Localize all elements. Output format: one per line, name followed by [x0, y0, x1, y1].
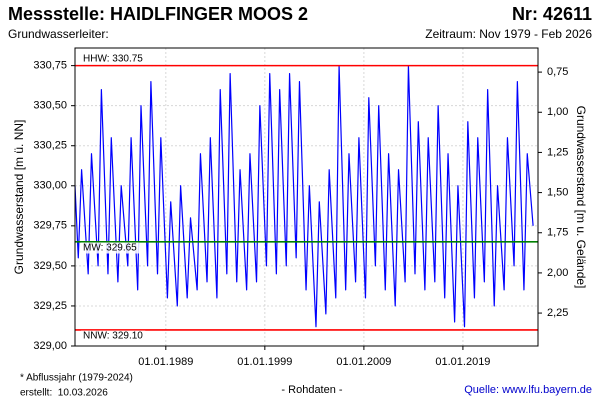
y-tick-label: 329,50	[33, 260, 67, 272]
reference-label-bg	[81, 53, 146, 65]
y-tick-label: 329,75	[33, 220, 67, 232]
y-tick-label: 330,00	[33, 180, 67, 192]
data-line	[74, 65, 534, 328]
created-date: erstellt: 10.03.2026	[20, 388, 108, 399]
chart-title: Messstelle: HAIDLFINGER MOOS 2	[8, 4, 308, 24]
x-tick-label: 01.01.2019	[435, 356, 490, 368]
x-tick-label: 01.01.1989	[138, 356, 193, 368]
footnote: * Abflussjahr (1979-2024)	[20, 373, 133, 384]
reference-label: MW: 329.65	[83, 243, 137, 254]
station-number: Nr: 42611	[512, 4, 592, 24]
y2-tick-label: 1,00	[547, 106, 568, 118]
y-tick-label: 330,75	[33, 60, 67, 72]
y2-tick-label: 1,25	[547, 146, 568, 158]
y-tick-label: 330,50	[33, 100, 67, 112]
y2-tick-label: 0,75	[547, 66, 568, 78]
y-axis-title: Grundwasserstand [m ü. NN]	[12, 120, 26, 275]
y-tick-label: 329,00	[33, 340, 67, 352]
y2-tick-label: 1,50	[547, 186, 568, 198]
reference-label: HHW: 330.75	[83, 53, 143, 64]
raw-data-note: - Rohdaten -	[281, 384, 342, 396]
reference-label: NNW: 329.10	[83, 331, 143, 342]
y-tick-label: 330,25	[33, 140, 67, 152]
y2-tick-label: 1,75	[547, 227, 568, 239]
y2-tick-label: 2,00	[547, 267, 568, 279]
subtitle: Grundwasserleiter:	[8, 27, 109, 41]
y-tick-label: 329,25	[33, 300, 67, 312]
reference-label-bg	[81, 330, 146, 342]
x-tick-label: 01.01.1999	[237, 356, 292, 368]
reference-label-bg	[81, 242, 140, 254]
y2-axis-title: Grundwasserstand [m u. Gelände]	[574, 106, 588, 289]
plot-frame	[74, 47, 539, 347]
y2-tick-label: 2,25	[547, 307, 568, 319]
x-tick-label: 01.01.2009	[336, 356, 391, 368]
source-link[interactable]: Quelle: www.lfu.bayern.de	[464, 384, 592, 396]
period: Zeitraum: Nov 1979 - Feb 2026	[425, 27, 592, 41]
